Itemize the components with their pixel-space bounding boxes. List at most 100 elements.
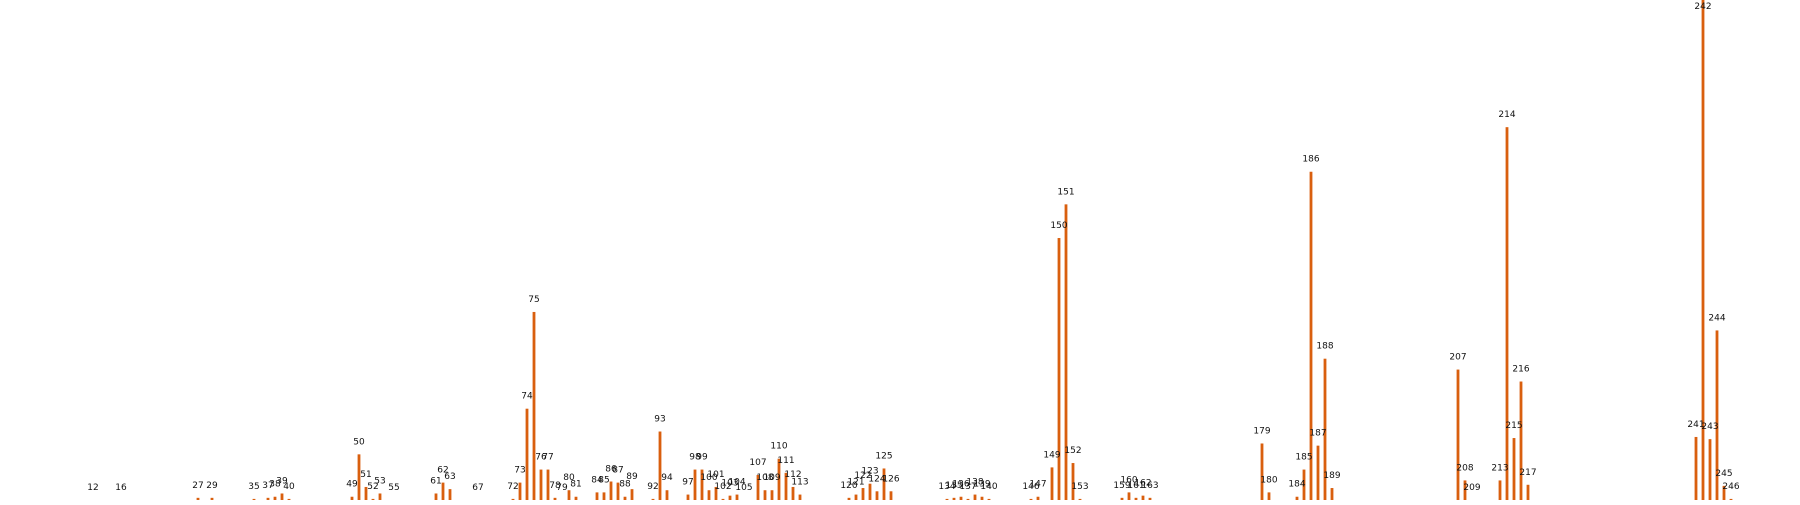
bar-97 [686, 494, 690, 500]
data-label-149: 149 [1043, 450, 1060, 460]
data-label-61: 61 [430, 476, 441, 486]
bar-217 [1526, 484, 1530, 500]
bar-134 [945, 498, 949, 500]
data-label-78: 78 [549, 481, 561, 491]
data-label-67: 67 [472, 483, 483, 493]
data-label-73: 73 [514, 466, 525, 476]
bar-86 [609, 481, 613, 500]
bar-77 [546, 469, 550, 500]
bar-151 [1064, 204, 1068, 500]
bar-162 [1141, 495, 1145, 500]
bar-107 [756, 475, 760, 500]
data-label-159: 159 [1113, 481, 1130, 491]
bar-93 [658, 431, 662, 500]
bar-125 [882, 468, 886, 500]
data-label-151: 151 [1057, 187, 1074, 197]
data-label-97: 97 [682, 478, 693, 488]
bar-50 [357, 454, 361, 500]
data-label-213: 213 [1491, 463, 1508, 473]
data-label-112: 112 [784, 470, 801, 480]
data-label-139: 139 [973, 480, 990, 490]
bar-121 [854, 494, 858, 500]
data-label-74: 74 [521, 392, 533, 402]
data-label-107: 107 [749, 458, 766, 468]
data-label-207: 207 [1449, 353, 1466, 363]
data-label-215: 215 [1505, 421, 1522, 431]
bar-84 [595, 492, 599, 500]
bar-189 [1330, 488, 1334, 500]
data-label-140: 140 [980, 482, 997, 492]
data-label-105: 105 [735, 483, 752, 493]
data-label-77: 77 [542, 453, 553, 463]
bar-85 [602, 492, 606, 500]
bar-108 [763, 490, 767, 500]
data-label-214: 214 [1498, 110, 1515, 120]
data-label-76: 76 [535, 453, 547, 463]
bar-150 [1057, 238, 1061, 501]
data-label-38: 38 [269, 480, 281, 490]
data-label-113: 113 [791, 478, 808, 488]
data-label-146: 146 [1022, 482, 1039, 492]
data-label-102: 102 [714, 482, 731, 492]
data-label-99: 99 [696, 453, 708, 463]
data-label-93: 93 [654, 415, 665, 425]
bar-109 [770, 490, 774, 500]
data-label-216: 216 [1512, 365, 1529, 375]
data-label-94: 94 [661, 473, 673, 483]
data-label-100: 100 [700, 473, 717, 483]
bar-188 [1323, 358, 1327, 500]
data-label-185: 185 [1295, 453, 1312, 463]
bar-179 [1260, 443, 1264, 500]
data-label-27: 27 [192, 481, 203, 491]
bar-113 [798, 494, 802, 500]
data-label-39: 39 [276, 476, 288, 486]
data-label-150: 150 [1050, 221, 1067, 231]
data-label-98: 98 [689, 453, 701, 463]
bar-214 [1505, 127, 1509, 501]
bar-110 [777, 458, 781, 500]
bar-244 [1715, 330, 1719, 500]
bar-88 [623, 496, 627, 500]
data-label-104: 104 [728, 478, 745, 488]
data-label-101: 101 [707, 470, 724, 480]
data-label-49: 49 [346, 480, 358, 490]
data-label-55: 55 [388, 483, 399, 493]
bar-241 [1694, 436, 1698, 500]
bar-62 [441, 482, 445, 500]
bar-52 [371, 498, 375, 500]
data-label-138: 138 [966, 478, 983, 488]
bar-186 [1309, 171, 1313, 501]
data-label-51: 51 [360, 470, 371, 480]
data-label-120: 120 [840, 481, 857, 491]
bar-180 [1267, 492, 1271, 500]
data-label-162: 162 [1134, 479, 1151, 489]
data-label-35: 35 [248, 482, 259, 492]
bar-120 [847, 497, 851, 500]
data-label-85: 85 [598, 475, 609, 485]
bar-99 [700, 469, 704, 500]
data-label-88: 88 [619, 480, 631, 490]
data-label-188: 188 [1316, 342, 1333, 352]
data-label-103: 103 [721, 479, 738, 489]
data-label-123: 123 [861, 467, 878, 477]
data-label-136: 136 [952, 480, 969, 490]
bar-98 [693, 469, 697, 500]
data-label-122: 122 [854, 471, 871, 481]
data-label-89: 89 [626, 472, 638, 482]
bar-80 [567, 490, 571, 500]
data-label-124: 124 [868, 474, 885, 484]
bar-207 [1456, 369, 1460, 500]
bar-101 [714, 486, 718, 500]
data-label-161: 161 [1127, 481, 1144, 491]
data-label-125: 125 [875, 451, 892, 461]
bar-147 [1036, 496, 1040, 500]
data-label-81: 81 [570, 480, 581, 490]
bar-102 [721, 498, 725, 500]
bar-103 [728, 495, 732, 500]
bar-100 [707, 490, 711, 500]
bar-94 [665, 490, 669, 500]
bar-72 [511, 498, 515, 500]
data-label-208: 208 [1456, 463, 1473, 473]
data-label-80: 80 [563, 473, 575, 483]
